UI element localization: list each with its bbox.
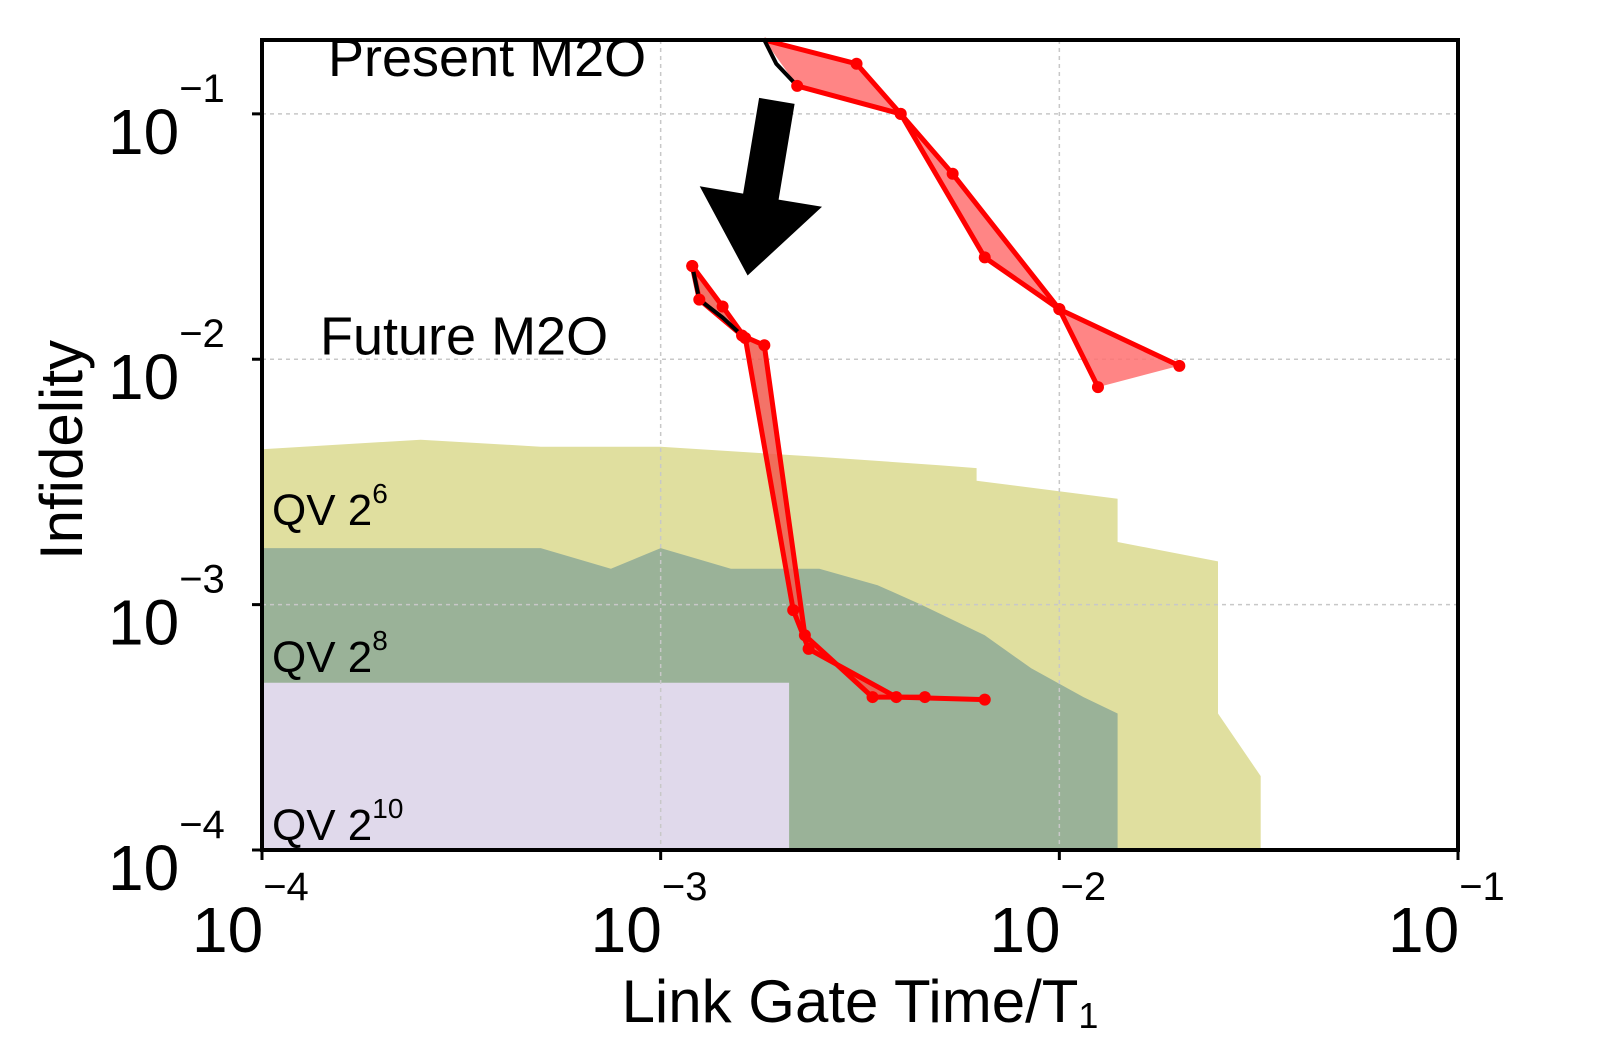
future-m2o-point [798,629,811,642]
y-axis-title: Infidelity [28,340,95,560]
future-m2o-curve [690,263,744,338]
present-m2o-point [1173,359,1186,372]
future-m2o-point [739,332,752,345]
y-tick-label: 10−3 [108,558,225,659]
present-m2o-point [978,251,991,264]
present-m2o-point [946,167,959,180]
qv-2-10-label: QV 210 [272,793,403,850]
future-m2o-point [716,300,729,313]
improvement-arrow [699,97,822,276]
present-m2o-upper-line [763,37,1101,389]
x-tick-label: 10−4 [192,865,309,966]
future-m2o-point [890,691,903,704]
series-layer [686,37,1186,706]
future-m2o-point [918,691,931,704]
future-m2o-point [693,293,706,306]
present-m2o-point [894,107,907,120]
future-m2o-point [758,339,771,352]
qv-2-8-label: QV 28 [272,625,388,682]
present-m2o-curve [762,38,800,88]
future-m2o-point [787,604,800,617]
y-tick-label: 10−4 [108,803,225,904]
qv-region-10 [262,682,790,850]
future-m2o-band [692,265,985,700]
x-tick-label: 10−1 [1388,865,1505,966]
present-m2o-point [1091,381,1104,394]
x-axis-title: Link Gate Time/T1 [622,968,1099,1036]
plot-frame [260,38,1460,852]
future-m2o-point [686,259,699,272]
present-m2o-point [850,57,863,70]
y-tick-label: 10−2 [108,312,225,413]
qv-2-6-label: QV 26 [272,478,388,535]
future-m2o-point [802,642,815,655]
present-m2o-point [791,79,804,92]
future-m2o-label: Future M2O [320,307,608,367]
present-m2o-label: Present M2O [328,28,646,88]
future-m2o-point [978,693,991,706]
y-tick-label: 10−1 [108,67,225,168]
qv-labels: QV 26 QV 28 QV 210 [272,478,403,850]
axis-ticks: 10−4 10−3 10−2 10−1 10−4 10−3 10−2 10−1 [108,67,1505,966]
x-tick-label: 10−3 [591,865,708,966]
future-m2o-point [866,691,879,704]
qv-regions [262,439,1261,850]
present-m2o-point [1053,303,1066,316]
x-tick-label: 10−2 [989,865,1106,966]
annotations: Present M2O Future M2O [320,28,822,367]
present-m2o-band [764,40,1180,388]
